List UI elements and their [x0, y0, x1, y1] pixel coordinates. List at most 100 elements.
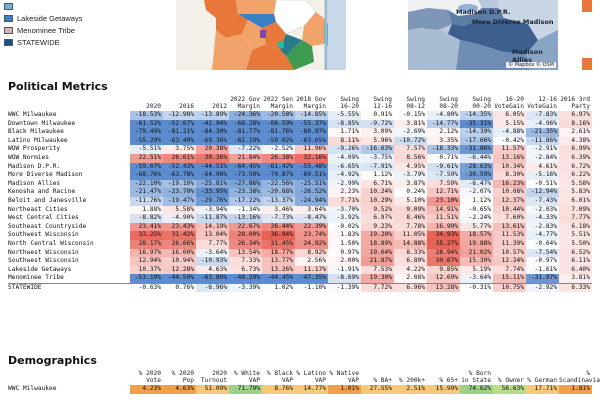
column-header[interactable]: % German [527, 377, 557, 384]
column-header[interactable]: % Owner [497, 377, 524, 384]
column-header[interactable]: 2020 Turnout [200, 370, 227, 384]
column-header[interactable]: % 200k+ [398, 377, 425, 384]
column-header[interactable]: % Black VAP [266, 370, 293, 384]
table-row[interactable]: North Central Wisconsin 28.17% 26.66% 7.77%… [8, 239, 592, 249]
table-cell: 14.88% [394, 239, 427, 249]
table-cell: -8.85% [328, 119, 361, 129]
table-cell: -9.26% [328, 145, 361, 154]
column-header[interactable]: 2020 [146, 103, 161, 110]
legend-item[interactable] [4, 0, 114, 12]
column-header[interactable]: Swing 08-12 [406, 96, 425, 110]
table-cell: -35.31% [460, 119, 493, 129]
column-header[interactable]: % Born in State [461, 370, 491, 384]
column-header[interactable]: % White VAP [233, 370, 260, 384]
table-row[interactable]: More Diverse Madison -68.76% -63.78% -64.90… [8, 171, 592, 180]
table-row[interactable]: Beloit and Janesville -11.76% -19.47% -29.7… [8, 196, 592, 206]
table-row[interactable]: WOW Prosperity -5.51% 3.75% 20.38% -7.22% -2.… [8, 145, 592, 154]
column-header[interactable]: % Scandinavian [559, 370, 600, 384]
table-cell: -44.45% [262, 274, 295, 284]
column-header[interactable]: % 65+ [439, 377, 458, 384]
column-header[interactable]: 2016 3rd Party [560, 96, 590, 110]
table-cell: -55.29% [130, 136, 163, 146]
table-cell: 8.16% [559, 119, 592, 129]
row-label: Southwest Wisconsin [8, 257, 130, 266]
table-row[interactable]: Menominee Tribe -53.19% -44.50% -63.80% -48.… [8, 274, 592, 284]
column-header[interactable]: 2022 Gov Margin [230, 96, 260, 110]
row-label: Beloit and Janesville [8, 196, 130, 206]
table-row[interactable]: Madison D.P.R. -59.07% -52.43% -44.51% -64.4… [8, 162, 592, 172]
table-cell: 12.94% [130, 257, 163, 266]
table-cell: -3.39% [229, 282, 262, 293]
map-legend: Lakeside Getaways Menominee Tribe STATEWID… [4, 0, 114, 48]
table-cell: -5.51% [130, 145, 163, 154]
table-row[interactable]: WWC Milwaukee 4.23% 4.63% 51.09% 71.79% 8.76%… [8, 385, 592, 394]
column-header[interactable]: Swing 12-16 [373, 96, 392, 110]
table-row[interactable]: WOW Normies 22.51% 26.61% 30.36% 21.84% 26.38… [8, 153, 592, 163]
table-row[interactable]: STATEWIDE -0.63% 0.76% -6.96% -3.39% 1.02% -1.… [8, 282, 592, 293]
table-cell: -20.58% [262, 111, 295, 120]
table-cell: -4.77% [526, 231, 559, 240]
table-row[interactable]: Downtown Milwaukee -61.52% -52.67% -42.94% -… [8, 119, 592, 129]
table-cell: 15.99% [427, 385, 460, 394]
column-header[interactable]: 2012 [212, 103, 227, 110]
column-header[interactable]: % Latino VAP [296, 370, 326, 384]
table-cell: 6.18% [559, 222, 592, 232]
column-header[interactable]: % BA+ [373, 377, 392, 384]
table-cell: 13.77% [262, 257, 295, 266]
table-row[interactable]: West Central Cities -8.82% -4.90% -11.87% -1… [8, 214, 592, 223]
wisconsin-map[interactable] [176, 0, 346, 70]
column-header[interactable]: Swing 16-20 [340, 96, 359, 110]
table-row[interactable]: Latino Milwaukee -55.29% -63.40% -69.36% -62… [8, 136, 592, 146]
table-row[interactable]: Southeast Countryside 23.41% 23.43% 14.19% 2… [8, 222, 592, 232]
table-cell: -22.10% [130, 179, 163, 189]
table-cell: 6.22% [559, 171, 592, 180]
table-cell: 23.43% [163, 222, 196, 232]
column-header[interactable]: 12-16 VoteGain [527, 96, 557, 110]
table-row[interactable]: WWC Milwaukee -18.53% -12.98% -13.89% -24.36… [8, 111, 592, 120]
row-label: Kenosha and Racine [8, 188, 130, 197]
table-cell: -81.76% [262, 128, 295, 137]
column-header[interactable]: Swing 08-20 [439, 96, 458, 110]
column-header[interactable]: % 2020 Pop [171, 370, 194, 384]
legend-item[interactable]: Menominee Tribe [4, 24, 114, 36]
table-cell: 22.67% [229, 222, 262, 232]
legend-item[interactable]: STATEWIDE [4, 36, 114, 48]
table-row[interactable]: Northwest Wisconsin 16.97% 16.00% -3.64% 13.… [8, 248, 592, 258]
table-cell: 2.23% [328, 188, 361, 197]
column-header[interactable]: 2022 Sen Margin [263, 96, 293, 110]
column-header[interactable]: Swing 00-20 [472, 96, 491, 110]
table-cell: -20.88% [262, 188, 295, 197]
column-header[interactable]: % 2020 Vote [138, 370, 161, 384]
row-label: Menominee Tribe [8, 274, 130, 284]
table-cell: -6.65% [328, 162, 361, 172]
table-row[interactable]: Lakeside Getaways 10.37% 12.28% 4.63% 6.73% 1… [8, 265, 592, 275]
table-cell: 2.51% [394, 385, 427, 394]
table-cell: 6.33% [559, 282, 592, 293]
legend-item[interactable]: Lakeside Getaways [4, 12, 114, 24]
table-cell: -44.50% [163, 274, 196, 284]
table-cell: -79.49% [130, 128, 163, 137]
column-header[interactable]: % Native VAP [329, 370, 359, 384]
table-cell: -9.61% [427, 162, 460, 172]
table-cell: 6.99% [559, 145, 592, 154]
madison-map[interactable]: Madison D.P.R. More Diverse Madison Madi… [408, 0, 558, 70]
table-row[interactable]: Southwest Wisconsin 33.25% 31.42% 13.04% 28.… [8, 231, 592, 240]
table-cell: -0.31% [460, 282, 493, 293]
table-row[interactable]: Southwest Wisconsin 12.94% 10.94% -10.93% 7.… [8, 257, 592, 266]
table-cell: 6.39% [559, 153, 592, 163]
table-row[interactable]: Black Milwaukee -79.49% -81.21% -84.30% -81.… [8, 128, 592, 137]
map-attribution[interactable]: © Mapbox © OSM [506, 62, 556, 68]
table-cell: 8.11% [328, 136, 361, 146]
column-header[interactable]: 16-20 VoteGain [494, 96, 524, 110]
table-row[interactable]: Kenosha and Racine -21.47% -23.70% -33.95% -… [8, 188, 592, 197]
table-row[interactable]: Northeast Cities 1.88% 5.58% -3.94% -1.34% 3.… [8, 205, 592, 215]
table-cell: 10.75% [493, 282, 526, 293]
column-header[interactable]: 2018 Gov Margin [296, 96, 326, 110]
table-cell: 22.39% [295, 222, 328, 232]
table-cell: 12.37% [493, 196, 526, 206]
table-cell: -1.10% [295, 282, 328, 293]
column-header[interactable]: 2016 [179, 103, 194, 110]
table-cell: -16.63% [361, 145, 394, 154]
row-label: North Central Wisconsin [8, 239, 130, 249]
table-row[interactable]: Madison Allies -22.10% -19.10% -25.81% -27.8… [8, 179, 592, 189]
